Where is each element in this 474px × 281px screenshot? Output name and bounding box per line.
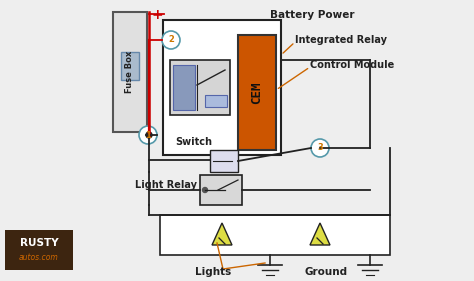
Text: 3: 3 [317, 144, 323, 153]
Text: Ground: Ground [305, 267, 348, 277]
Bar [163, 20, 281, 155]
Text: Fuse Box: Fuse Box [126, 51, 135, 93]
Text: Light Relay: Light Relay [135, 180, 197, 190]
Bar [170, 60, 230, 115]
Text: Battery Power: Battery Power [270, 10, 355, 20]
Bar [173, 65, 195, 110]
Circle shape [202, 187, 208, 192]
Polygon shape [212, 223, 232, 245]
Bar [205, 95, 227, 107]
Text: Control Module: Control Module [310, 60, 394, 70]
Bar [210, 150, 238, 172]
Bar [160, 215, 390, 255]
Text: Switch: Switch [175, 137, 212, 147]
Text: 2: 2 [168, 35, 174, 44]
Bar [121, 52, 139, 80]
Circle shape [139, 126, 157, 144]
Text: Lights: Lights [195, 267, 231, 277]
Polygon shape [310, 223, 330, 245]
Text: RUSTY: RUSTY [20, 238, 58, 248]
Bar [5, 230, 73, 270]
Text: 1: 1 [145, 130, 151, 139]
Text: autos.com: autos.com [19, 253, 59, 262]
Text: CEM: CEM [250, 81, 264, 104]
Circle shape [311, 139, 329, 157]
Text: Integrated Relay: Integrated Relay [295, 35, 387, 45]
Bar [200, 175, 242, 205]
Circle shape [162, 31, 180, 49]
Bar [238, 35, 276, 150]
Circle shape [146, 132, 152, 138]
Bar [113, 12, 147, 132]
Text: +: + [151, 8, 163, 22]
